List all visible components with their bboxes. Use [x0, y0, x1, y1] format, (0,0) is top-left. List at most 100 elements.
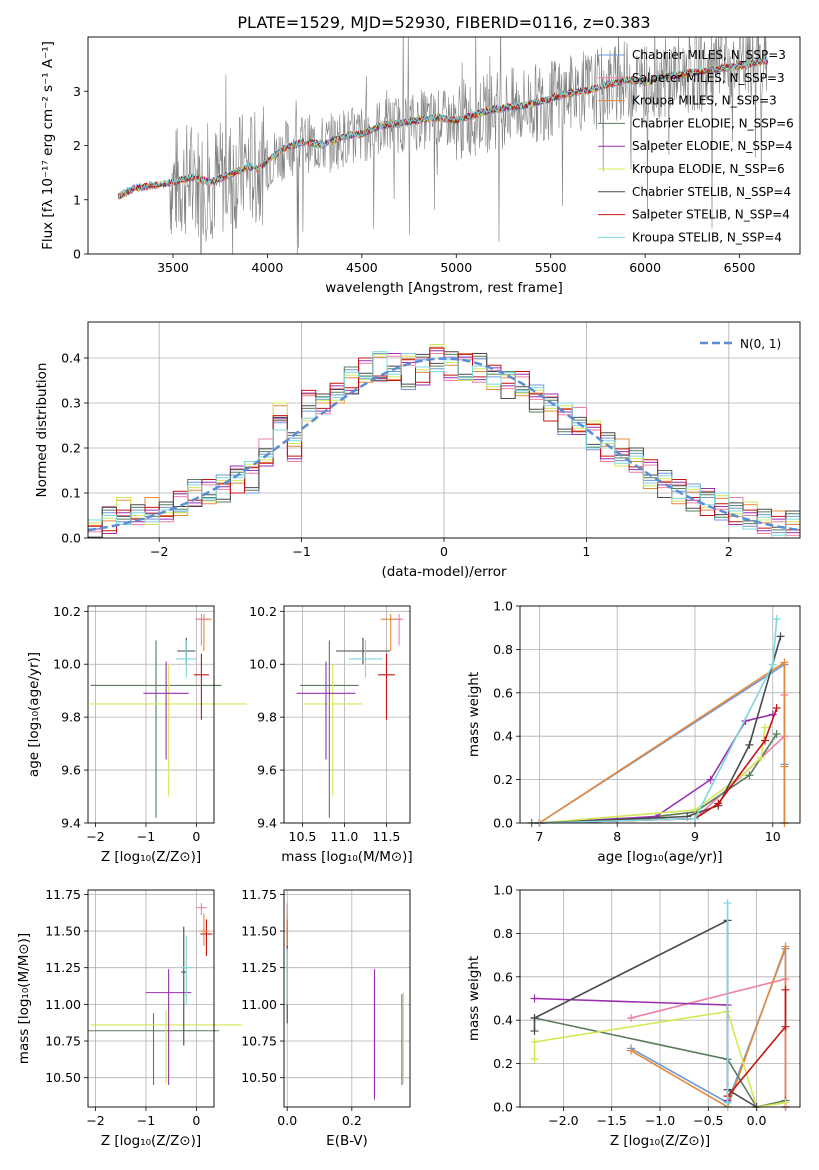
mass-weight-line-7: [539, 636, 782, 824]
y-axis-label: Flux [fλ 10⁻¹⁷ erg cm⁻² s⁻¹ A⁻¹]: [40, 41, 56, 250]
plus-marker: [745, 740, 754, 749]
y-tick-label: 10.75: [241, 1034, 277, 1049]
errorbar-point-2: [90, 1010, 242, 1084]
y-tick-label: 0.2: [493, 1056, 513, 1071]
x-tick-label: 0: [440, 544, 448, 559]
spectrum-axes: 3500 4000 4500 5000 5500 6000 6500 0 1 2 3: [73, 84, 755, 275]
x-tick-label: 9: [691, 829, 699, 844]
residuals-axes: −2 −1 0 1 2 0.0 0.1 0.2 0.3 0.4: [61, 322, 800, 559]
x-tick-label: 0.0: [747, 1113, 767, 1128]
x-tick-label: 11.5: [373, 829, 401, 844]
legend-entry: Kroupa MILES, N_SSP=3: [632, 94, 777, 108]
y-axis-label: mass [log₁₀(M/M⊙)]: [16, 933, 32, 1064]
chart-title: PLATE=1529, MJD=52930, FIBERID=0116, z=0…: [237, 13, 650, 32]
y-tick-label: 11.50: [241, 924, 277, 939]
plus-marker: [781, 985, 790, 994]
mass-vs-Z-axes: −2 −1 0 10.50 10.75 11.00 11.25 11.50 11.75: [45, 887, 214, 1128]
plus-marker: [781, 1022, 790, 1031]
y-tick-label: 0.3: [61, 396, 81, 411]
mass-weight-line-9: [539, 618, 778, 824]
errorbar-point-7: [198, 913, 209, 946]
mass-weight-line-8: [539, 707, 778, 824]
x-axis-label: Z [log₁₀(Z/Z⊙)]: [101, 1133, 201, 1149]
plus-marker: [706, 775, 715, 784]
observed-spectrum-line: [118, 37, 768, 254]
y-tick-label: 1.0: [493, 599, 513, 614]
plus-marker: [530, 1027, 539, 1036]
y-axis-label: age [log₁₀(age/yr)]: [26, 652, 42, 777]
x-axis-label: mass [log₁₀(M/M⊙)]: [281, 849, 412, 865]
y-tick-label: 0.1: [61, 486, 81, 501]
legend-entry: Chabrier STELIB, N_SSP=4: [632, 185, 791, 199]
y-tick-label: 0.0: [61, 531, 81, 546]
errorbar-point-5: [181, 935, 192, 1005]
y-tick-label: 0.0: [493, 1100, 513, 1115]
y-axis-label: mass weight: [466, 672, 482, 757]
errorbar-point-1: [88, 1013, 220, 1086]
legend-entry: Salpeter MILES, N_SSP=3: [632, 71, 785, 85]
plus-marker: [530, 1037, 539, 1046]
errorbar-point-3: [296, 661, 356, 760]
errorbar-point-2: [303, 664, 363, 797]
y-tick-label: 9.4: [61, 816, 81, 831]
y-tick-label: 9.6: [257, 763, 277, 778]
x-tick-label: 2: [725, 544, 733, 559]
legend-entry: Chabrier ELODIE, N_SSP=6: [632, 116, 794, 130]
spectrum-frame: [87, 36, 801, 255]
errorbar-point-3: [145, 969, 192, 1086]
y-tick-label: 10.75: [45, 1034, 81, 1049]
x-axis-label: Z [log₁₀(Z/Z⊙)]: [610, 1133, 710, 1149]
y-tick-label: 10.50: [45, 1070, 81, 1085]
weight-vs-Z-axes: −2.0 −1.5 −1.0 −0.5 0.0 0.0 0.2 0.4 0.6 0.8 1.0: [493, 883, 800, 1128]
mass-weight-line-4: [534, 1017, 786, 1108]
x-tick-label: 5000: [440, 260, 472, 275]
x-tick-label: −0.5: [693, 1113, 723, 1128]
x-tick-label: 7: [535, 829, 543, 844]
x-tick-label: 3500: [157, 260, 189, 275]
legend-entry: Salpeter ELODIE, N_SSP=4: [632, 139, 793, 153]
y-tick-label: 1.0: [493, 883, 513, 898]
y-axis-label: Normed distribution: [34, 363, 50, 498]
normal-distribution-curve: [87, 357, 801, 532]
x-tick-label: −1.0: [645, 1113, 675, 1128]
plus-marker: [757, 753, 766, 762]
x-axis-label: (data-model)/error: [381, 564, 507, 580]
x-tick-label: 4000: [252, 260, 284, 275]
mass-weight-line-6: [539, 727, 766, 824]
plus-marker: [768, 660, 777, 669]
x-tick-label: 10.5: [289, 829, 317, 844]
y-tick-label: 11.25: [45, 960, 81, 975]
errorbar-point-1: [299, 640, 359, 818]
x-tick-label: 10: [765, 829, 781, 844]
errorbar-point-5: [176, 640, 197, 678]
y-tick-label: 0.8: [493, 642, 513, 657]
x-tick-label: 0.2: [342, 1113, 362, 1128]
y-tick-label: 11.00: [45, 997, 81, 1012]
plus-marker: [530, 994, 539, 1003]
model-line-9: [118, 56, 768, 198]
legend-entry: N(0, 1): [740, 337, 781, 351]
plus-marker: [772, 615, 781, 624]
errorbar-point-6: [378, 653, 395, 720]
legend-entry: Chabrier MILES, N_SSP=3: [632, 48, 786, 62]
x-tick-label: −2: [86, 829, 104, 844]
errorbar-point-8: [394, 613, 404, 646]
errorbar-point-1: [90, 640, 222, 818]
y-tick-label: 0: [73, 247, 81, 262]
x-tick-label: 0: [192, 829, 200, 844]
plus-marker: [761, 736, 769, 745]
mass-vs-ebv-axes: 0.0 0.2 10.50 10.75 11.00 11.25 11.50 11.75: [241, 887, 410, 1128]
y-tick-label: 9.6: [61, 763, 81, 778]
plus-marker: [530, 1055, 539, 1064]
age-vs-Z-axes: −2 −1 0 9.4 9.6 9.8 10.0 10.2: [53, 604, 214, 844]
plus-marker: [772, 730, 781, 739]
y-tick-label: 11.50: [45, 924, 81, 939]
legend-entry: Kroupa STELIB, N_SSP=4: [632, 230, 782, 244]
legend-entry: Kroupa ELODIE, N_SSP=6: [632, 162, 785, 176]
x-tick-label: −2.0: [548, 1113, 578, 1128]
plus-marker: [627, 1014, 636, 1023]
y-tick-label: 0.2: [493, 772, 513, 787]
mass-vs-ebv-frame: [283, 889, 411, 1108]
plus-marker: [627, 1046, 636, 1055]
y-tick-label: 10.0: [249, 657, 277, 672]
